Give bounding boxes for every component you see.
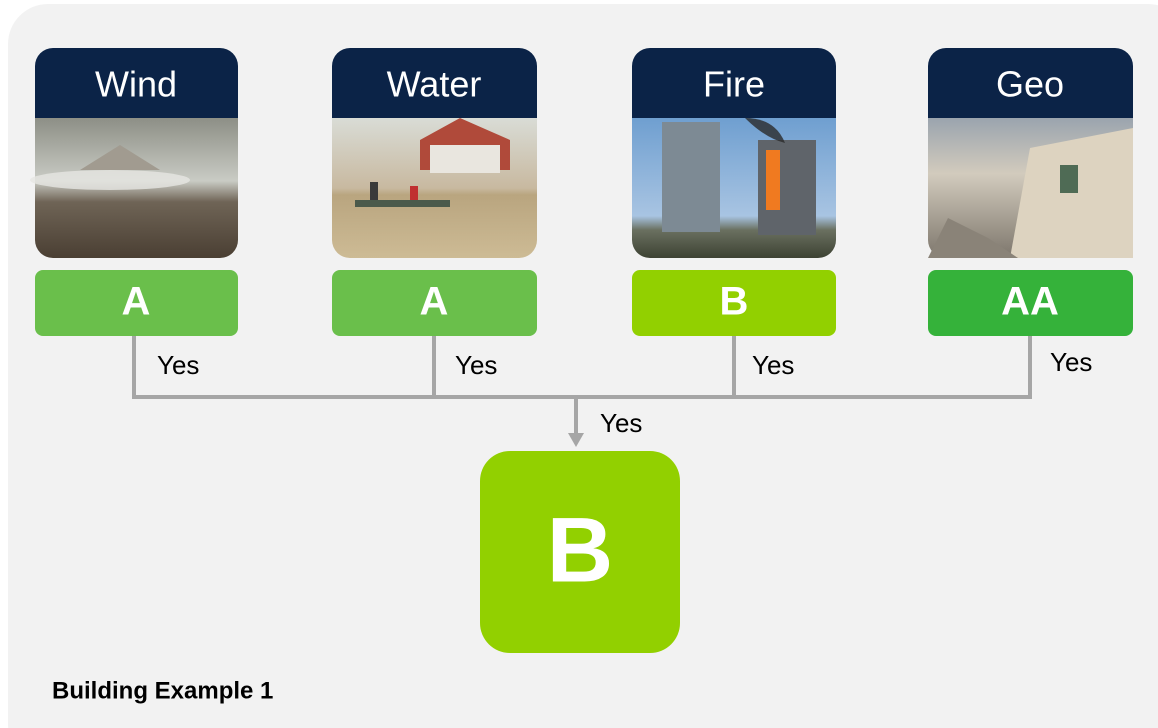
hazard-name: Wind xyxy=(95,64,177,105)
grade: AA xyxy=(1001,280,1059,324)
grade: A xyxy=(420,280,449,324)
connector-label: Yes xyxy=(157,350,199,380)
photo-detail xyxy=(30,170,190,190)
photo-detail xyxy=(430,145,500,173)
photo-detail xyxy=(766,150,780,210)
photo-detail xyxy=(410,186,418,200)
footer-title: Building Example 1 xyxy=(52,677,273,704)
photo-detail xyxy=(1060,165,1078,193)
connector-label: Yes xyxy=(455,350,497,380)
result-grade: B xyxy=(547,499,613,601)
hazard-card: Wind A xyxy=(30,48,238,336)
hazard-name: Water xyxy=(387,64,482,105)
hazard-name: Geo xyxy=(996,64,1064,105)
photo-detail xyxy=(370,182,378,200)
hazard-name: Fire xyxy=(703,64,765,105)
grade: B xyxy=(720,280,749,324)
hazard-card: Fire B xyxy=(632,48,836,336)
photo-detail xyxy=(662,122,720,232)
result-label: Yes xyxy=(600,408,642,438)
hazard-card: Water A xyxy=(332,48,537,336)
connector-label: Yes xyxy=(1050,347,1092,377)
hazard-card: Geo AA xyxy=(928,48,1133,336)
connector-label: Yes xyxy=(752,350,794,380)
grade: A xyxy=(122,280,151,324)
diagram: Wind A Water A Fire B Geo xyxy=(0,0,1158,728)
photo-detail xyxy=(355,200,450,207)
